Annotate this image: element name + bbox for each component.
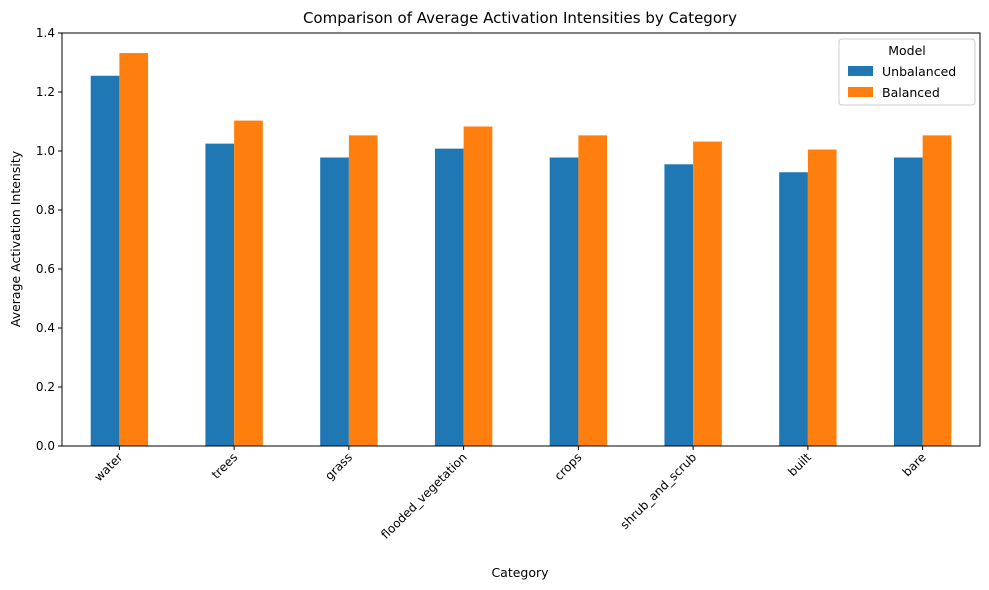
bar-unbalanced-crops — [549, 157, 579, 447]
x-axis-label: Category — [491, 565, 549, 580]
legend-swatch-unbalanced — [848, 66, 873, 76]
bar-balanced-shrub_and_scrub — [693, 141, 722, 446]
x-tick-label-water: water — [91, 450, 125, 484]
bar-balanced-trees — [234, 120, 263, 447]
bar-unbalanced-flooded_vegetation — [434, 148, 464, 446]
y-tick-label: 0.4 — [36, 321, 55, 335]
y-tick-label: 0.0 — [36, 439, 55, 453]
bar-balanced-bare — [922, 135, 952, 446]
chart-title: Comparison of Average Activation Intensi… — [303, 9, 737, 27]
bar-balanced-built — [807, 149, 837, 446]
x-tick-label-shrub_and_scrub: shrub_and_scrub — [617, 450, 699, 532]
y-tick-label: 1.2 — [36, 85, 55, 99]
plot-area: 0.0 0.2 0.4 0.6 0.8 1.0 1.2 1.4 water trees grass f… — [36, 26, 981, 542]
legend: Model Unbalanced Balanced — [838, 38, 976, 106]
x-tick-label-crops: crops — [552, 450, 585, 483]
y-axis-label: Average Activation Intensity — [8, 150, 23, 327]
bar-balanced-flooded_vegetation — [463, 126, 493, 446]
bar-unbalanced-built — [779, 172, 808, 447]
x-tick-label-bare: bare — [900, 450, 929, 479]
y-tick-label: 1.4 — [36, 26, 55, 40]
bar-unbalanced-shrub_and_scrub — [664, 164, 694, 446]
legend-swatch-balanced — [848, 87, 873, 97]
legend-label-balanced: Balanced — [882, 85, 940, 100]
x-tick-label-trees: trees — [209, 450, 240, 481]
x-tick-label-built: built — [785, 450, 814, 479]
y-tick-label: 0.6 — [36, 262, 55, 276]
legend-label-unbalanced: Unbalanced — [882, 64, 956, 79]
bar-unbalanced-trees — [205, 143, 235, 447]
bar-balanced-grass — [348, 135, 378, 446]
bar-unbalanced-water — [90, 75, 120, 447]
y-tick-label: 1.0 — [36, 144, 55, 158]
y-tick-label: 0.8 — [36, 203, 55, 217]
plot-frame — [61, 32, 981, 447]
y-tick-label: 0.2 — [36, 380, 55, 394]
x-tick-label-grass: grass — [322, 450, 355, 483]
bar-balanced-water — [119, 53, 149, 447]
x-tick-label-flooded_vegetation: flooded_vegetation — [378, 450, 469, 541]
bar-unbalanced-grass — [320, 157, 349, 447]
bar-balanced-crops — [578, 135, 608, 446]
legend-title: Model — [888, 43, 926, 58]
bar-unbalanced-bare — [893, 157, 923, 447]
